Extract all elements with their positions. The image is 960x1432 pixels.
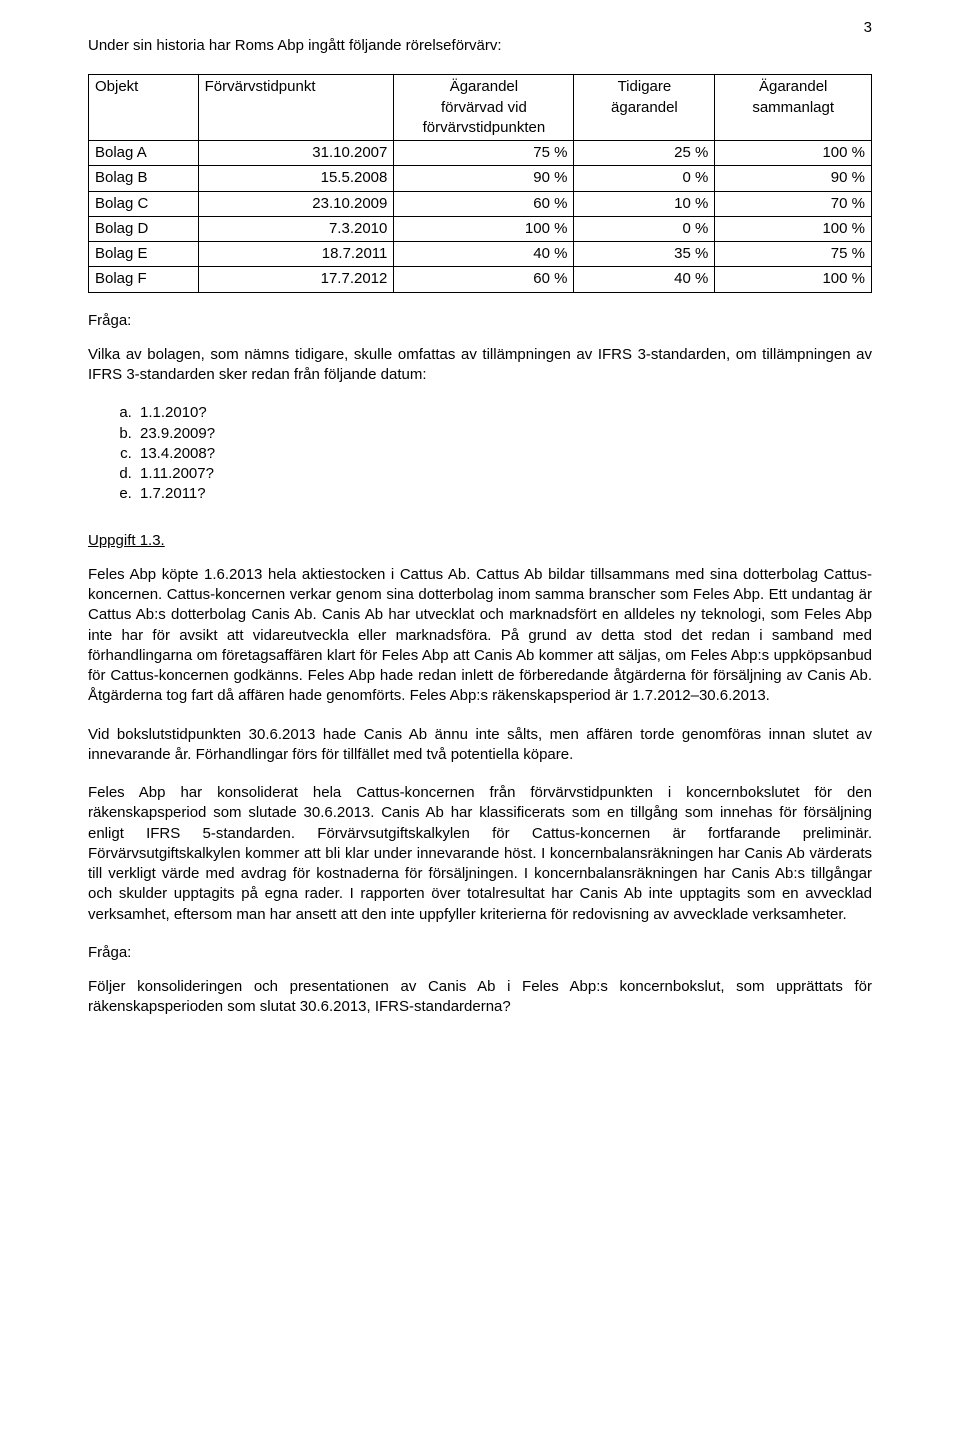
cell-samman: 100 % <box>715 216 872 241</box>
cell-forv: 75 % <box>394 141 574 166</box>
list-item: 13.4.2008? <box>136 444 872 464</box>
col-tidigare-line1: Tidigare <box>618 78 672 95</box>
options-list: 1.1.2010? 23.9.2009? 13.4.2008? 1.11.200… <box>88 403 872 504</box>
acquisitions-table: Objekt Förvärvstidpunkt Ägarandel förvär… <box>88 74 872 292</box>
cell-tidigare: 0 % <box>574 166 715 191</box>
cell-objekt: Bolag C <box>89 191 199 216</box>
table-row: Bolag C 23.10.2009 60 % 10 % 70 % <box>89 191 872 216</box>
page-number: 3 <box>864 18 872 38</box>
cell-objekt: Bolag B <box>89 166 199 191</box>
question-label-2: Fråga: <box>88 943 872 963</box>
table-header-row: Objekt Förvärvstidpunkt Ägarandel förvär… <box>89 75 872 141</box>
cell-samman: 90 % <box>715 166 872 191</box>
cell-forv: 60 % <box>394 267 574 292</box>
col-agarandel-line3: förvärvstidpunkten <box>423 119 546 136</box>
question-label-1: Fråga: <box>88 311 872 331</box>
cell-tidigare: 25 % <box>574 141 715 166</box>
col-objekt: Objekt <box>89 75 199 141</box>
paragraph-2: Vid bokslutstidpunkten 30.6.2013 hade Ca… <box>88 725 872 766</box>
table-body: Bolag A 31.10.2007 75 % 25 % 100 % Bolag… <box>89 141 872 293</box>
col-agarandel-line2: förvärvad vid <box>441 99 527 116</box>
cell-tidigare: 10 % <box>574 191 715 216</box>
cell-objekt: Bolag D <box>89 216 199 241</box>
col-forvarvstidpunkt: Förvärvstidpunkt <box>198 75 394 141</box>
col-agarandel-forvarvad: Ägarandel förvärvad vid förvärvstidpunkt… <box>394 75 574 141</box>
cell-samman: 100 % <box>715 267 872 292</box>
cell-tidigare: 0 % <box>574 216 715 241</box>
question2-text: Följer konsolideringen och presentatione… <box>88 977 872 1018</box>
list-item: 1.11.2007? <box>136 464 872 484</box>
col-sammanlagt-line1: Ägarandel <box>759 78 827 95</box>
table-row: Bolag D 7.3.2010 100 % 0 % 100 % <box>89 216 872 241</box>
cell-objekt: Bolag A <box>89 141 199 166</box>
list-item: 1.1.2010? <box>136 403 872 423</box>
cell-tid: 31.10.2007 <box>198 141 394 166</box>
list-item: 1.7.2011? <box>136 484 872 504</box>
table-row: Bolag B 15.5.2008 90 % 0 % 90 % <box>89 166 872 191</box>
cell-objekt: Bolag E <box>89 242 199 267</box>
question1-text: Vilka av bolagen, som nämns tidigare, sk… <box>88 345 872 386</box>
table-row: Bolag F 17.7.2012 60 % 40 % 100 % <box>89 267 872 292</box>
table-row: Bolag A 31.10.2007 75 % 25 % 100 % <box>89 141 872 166</box>
col-agarandel-sammanlagt: Ägarandel sammanlagt <box>715 75 872 141</box>
cell-tid: 17.7.2012 <box>198 267 394 292</box>
intro-sentence: Under sin historia har Roms Abp ingått f… <box>88 36 872 56</box>
cell-forv: 60 % <box>394 191 574 216</box>
cell-tid: 15.5.2008 <box>198 166 394 191</box>
col-tidigare-agarandel: Tidigare ägarandel <box>574 75 715 141</box>
list-item: 23.9.2009? <box>136 424 872 444</box>
cell-objekt: Bolag F <box>89 267 199 292</box>
cell-tid: 23.10.2009 <box>198 191 394 216</box>
col-agarandel-line1: Ägarandel <box>450 78 518 95</box>
col-tidigare-line2: ägarandel <box>611 99 678 116</box>
table-row: Bolag E 18.7.2011 40 % 35 % 75 % <box>89 242 872 267</box>
cell-tidigare: 35 % <box>574 242 715 267</box>
cell-tidigare: 40 % <box>574 267 715 292</box>
uppgift-heading: Uppgift 1.3. <box>88 531 872 551</box>
paragraph-1: Feles Abp köpte 1.6.2013 hela aktiestock… <box>88 565 872 707</box>
cell-forv: 100 % <box>394 216 574 241</box>
cell-forv: 40 % <box>394 242 574 267</box>
cell-forv: 90 % <box>394 166 574 191</box>
cell-tid: 18.7.2011 <box>198 242 394 267</box>
col-sammanlagt-line2: sammanlagt <box>752 99 834 116</box>
paragraph-3: Feles Abp har konsoliderat hela Cattus-k… <box>88 783 872 925</box>
cell-samman: 75 % <box>715 242 872 267</box>
cell-samman: 70 % <box>715 191 872 216</box>
cell-samman: 100 % <box>715 141 872 166</box>
cell-tid: 7.3.2010 <box>198 216 394 241</box>
